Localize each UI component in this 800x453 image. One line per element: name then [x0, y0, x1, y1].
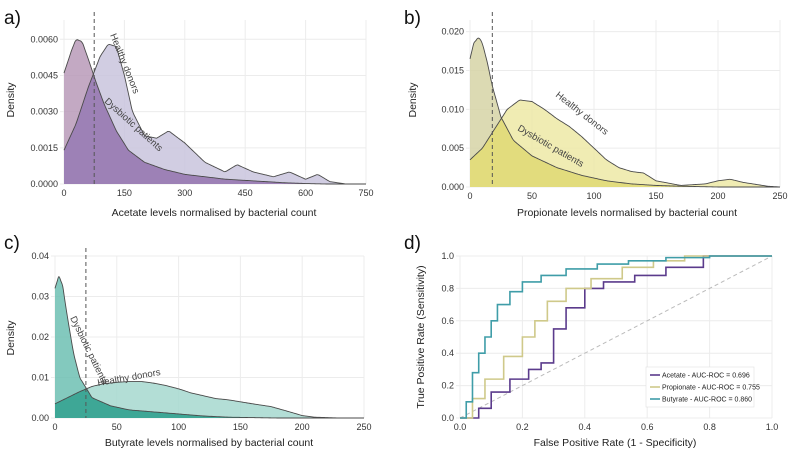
- y-tick-label: 0.00: [31, 413, 49, 423]
- x-tick-label: 0.6: [641, 422, 654, 432]
- y-axis-label-b: Density: [407, 82, 419, 118]
- x-tick-label: 100: [586, 191, 601, 201]
- panel-d: d) 0.0 0.2 0.4 0.6 0.8 1.00.00.20.40.60.81.0 …: [404, 233, 778, 449]
- x-tick-label: 600: [298, 188, 313, 198]
- density-area-overlap: [55, 389, 364, 418]
- panel-c: c) 0 50 100 150 200 250 0.00 0.01 0.02 0.03 0.04 B…: [4, 233, 372, 449]
- x-axis-label-c: Butyrate levels normalised by bacterial …: [105, 437, 313, 449]
- x-tick-label: 150: [117, 188, 132, 198]
- x-tick-label: 150: [233, 422, 248, 432]
- x-axis-label-b: Propionate levels normalised by bacteria…: [517, 207, 737, 219]
- panel-b: b) 0 50 100 150 200 250 0.000 0.005 0.010 0.015 0.…: [404, 8, 788, 219]
- y-axis-label-d: True Positive Rate (Sensitivity): [415, 265, 427, 408]
- x-tick-label: 250: [772, 191, 787, 201]
- x-axis-label-a: Acetate levels normalised by bacterial c…: [112, 207, 317, 219]
- y-tick-label: 0.0000: [30, 179, 58, 189]
- roc-line-propionate: [460, 255, 772, 419]
- y-tick-label: 0.010: [441, 104, 464, 114]
- x-tick-label: 150: [648, 191, 663, 201]
- x-tick-label: 250: [356, 422, 371, 432]
- density-line-healthy: [469, 99, 781, 188]
- x-tick-label: 0: [61, 188, 66, 198]
- y-tick-label: 0.2: [441, 381, 454, 391]
- panel-a: a) 0 150 300 450 600 750 0.0000 0.0015 0.0030 0.0…: [4, 8, 374, 219]
- y-tick-label: 0.0030: [30, 107, 58, 117]
- y-tick-label: 0.015: [441, 65, 464, 75]
- density-line-dysbiotic: [469, 37, 781, 188]
- roc-line-acetate: [460, 255, 772, 419]
- legend-acetate: Acetate - AUC-ROC = 0.696: [662, 373, 750, 380]
- x-tick-label: 750: [358, 188, 373, 198]
- y-axis-label-a: Density: [5, 82, 17, 118]
- density-line-healthy: [54, 381, 364, 419]
- density-line-dysbiotic: [54, 276, 364, 419]
- legend: Acetate - AUC-ROC = 0.696 Propionate - A…: [645, 366, 760, 408]
- y-axis-label-c: Density: [5, 320, 17, 356]
- y-tick-label: 0.8: [441, 283, 454, 293]
- x-tick-label: 0.0: [454, 422, 467, 432]
- panel-label-b: b): [404, 8, 421, 29]
- x-tick-label: 0: [52, 422, 57, 432]
- y-tick-label: 1.0: [441, 251, 454, 261]
- density-line-healthy: [63, 43, 366, 185]
- x-axis-label-d: False Positive Rate (1 - Specificity): [534, 437, 697, 449]
- y-tick-label: 0.005: [441, 143, 464, 153]
- density-line-dysbiotic: [63, 39, 366, 185]
- roc-line-butyrate: [460, 255, 772, 419]
- x-tick-label: 200: [295, 422, 310, 432]
- panel-label-a: a): [4, 8, 21, 29]
- density-area-healthy: [64, 44, 366, 185]
- y-tick-label: 0.0: [441, 413, 454, 423]
- y-tick-label: 0.01: [31, 373, 49, 383]
- legend-box: [645, 366, 755, 408]
- x-tick-label: 0.2: [516, 422, 529, 432]
- x-tick-label: 450: [238, 188, 253, 198]
- x-tick-label: 300: [177, 188, 192, 198]
- x-tick-label: 0.8: [703, 422, 716, 432]
- y-tick-label: 0.020: [441, 27, 464, 37]
- y-tick-label: 0.0045: [30, 70, 58, 80]
- y-tick-label: 0.0015: [30, 143, 58, 153]
- x-tick-label: 50: [112, 422, 122, 432]
- x-tick-label: 1.0: [766, 422, 779, 432]
- reference-diagonal: [459, 255, 773, 419]
- x-tick-label: 0: [467, 191, 472, 201]
- panel-label-d: d): [404, 233, 421, 254]
- legend-butyrate: Butyrate - AUC-ROC = 0.860: [662, 397, 752, 404]
- y-tick-label: 0.0060: [30, 34, 58, 44]
- x-tick-label: 200: [710, 191, 725, 201]
- x-tick-label: 0.4: [579, 422, 592, 432]
- x-tick-label: 50: [527, 191, 537, 201]
- y-tick-label: 0.03: [31, 292, 49, 302]
- x-tick-label: 100: [171, 422, 186, 432]
- y-tick-label: 0.04: [31, 251, 49, 261]
- y-tick-label: 0.4: [441, 348, 454, 358]
- panel-label-c: c): [4, 233, 20, 254]
- density-area-overlap: [470, 118, 780, 188]
- y-tick-label: 0.000: [441, 182, 464, 192]
- y-tick-label: 0.02: [31, 332, 49, 342]
- y-tick-label: 0.6: [441, 316, 454, 326]
- density-area-healthy: [55, 381, 364, 418]
- legend-propionate: Propionate - AUC-ROC = 0.755: [662, 385, 760, 392]
